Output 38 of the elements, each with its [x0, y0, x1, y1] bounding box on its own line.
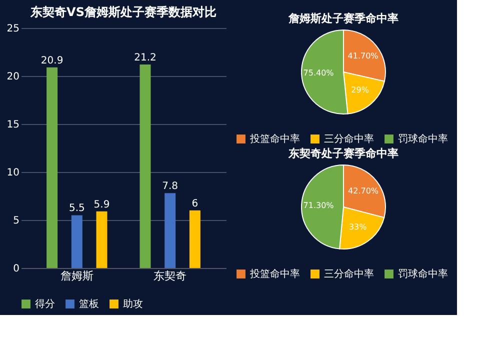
data-label: 42.70% [348, 186, 379, 196]
bar [140, 64, 151, 268]
y-tick-label: 25 [6, 24, 20, 34]
legend-label: 助攻 [123, 298, 143, 310]
legend-label: 三分命中率 [324, 268, 374, 280]
y-tick-label: 15 [6, 120, 20, 130]
y-tick-label: 5 [13, 216, 20, 226]
legend-label: 投篮命中率 [249, 268, 300, 280]
legend-label: 罚球命中率 [398, 268, 448, 280]
x-tick-label: 东契奇 [154, 270, 187, 282]
y-tick-label: 0 [13, 264, 20, 274]
legend-label: 得分 [35, 298, 55, 310]
data-label: 6 [192, 198, 198, 210]
legend-label: 罚球命中率 [398, 133, 448, 145]
bar [46, 67, 58, 268]
data-label: 20.9 [40, 55, 64, 66]
data-label: 33% [348, 222, 368, 232]
bar [164, 193, 176, 268]
data-label: 5.5 [68, 203, 85, 214]
data-label: 75.40% [303, 68, 334, 78]
data-label: 41.70% [348, 51, 379, 60]
bar [189, 210, 200, 268]
bar [96, 211, 108, 268]
data-label: 7.8 [162, 181, 178, 192]
data-label: 29% [351, 86, 370, 95]
y-tick-label: 20 [6, 72, 20, 82]
chart-title: 詹姆斯处子赛季命中率 [288, 12, 398, 25]
x-tick-label: 詹姆斯 [60, 270, 94, 282]
bar [71, 215, 82, 268]
chart-title: 东契奇VS詹姆斯处子赛季数据对比 [30, 5, 216, 19]
data-label: 21.2 [134, 52, 156, 64]
chart-title: 东契奇处子赛季命中率 [288, 147, 398, 160]
legend-label: 篮板 [79, 298, 99, 310]
legend-label: 投篮命中率 [249, 133, 300, 145]
y-tick-label: 10 [6, 168, 20, 178]
data-label: 71.30% [303, 200, 334, 210]
data-label: 5.9 [94, 199, 110, 210]
legend-label: 三分命中率 [324, 133, 374, 145]
